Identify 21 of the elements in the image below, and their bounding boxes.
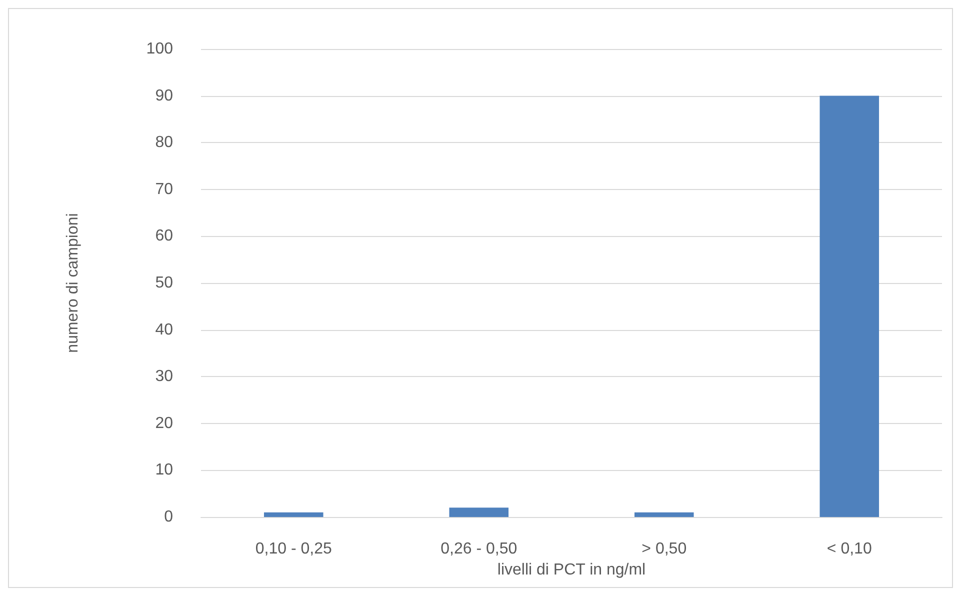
- y-tick-label: 100: [146, 40, 174, 58]
- bar: [264, 512, 324, 517]
- y-tick-label: 60: [155, 228, 174, 245]
- x-tick-label: > 0,50: [642, 540, 687, 558]
- x-tick-label: 0,26 - 0,50: [440, 540, 518, 558]
- bar: [634, 512, 694, 517]
- y-tick-label: 40: [155, 321, 174, 338]
- y-tick-label: 0: [164, 508, 174, 526]
- y-tick-label: 80: [155, 134, 174, 152]
- y-axis-title: numero di campioni: [64, 213, 82, 353]
- y-tick-label: 70: [155, 180, 174, 198]
- x-tick-label: < 0,10: [826, 540, 872, 558]
- x-tick-label: 0,10 - 0,25: [255, 540, 332, 558]
- y-tick-label: 20: [155, 414, 174, 432]
- bar: [820, 96, 880, 517]
- y-tick-label: 10: [155, 462, 174, 479]
- y-tick-label: 50: [155, 274, 174, 292]
- y-tick-label: 30: [155, 368, 174, 386]
- y-tick-label: 90: [155, 87, 174, 104]
- bar: [449, 508, 509, 517]
- x-axis-title: livelli di PCT in ng/ml: [497, 561, 646, 578]
